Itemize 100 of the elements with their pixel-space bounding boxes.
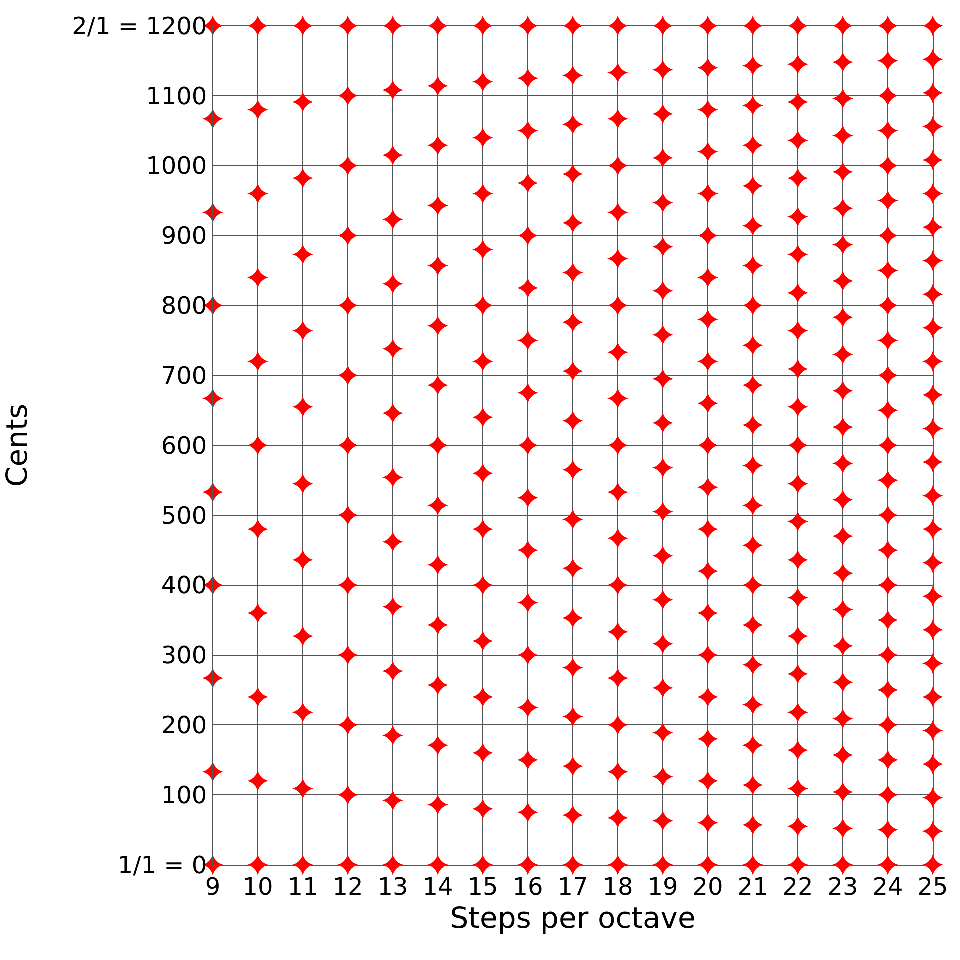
point [832,380,854,402]
point [338,714,358,736]
point [382,660,404,682]
y-tick-label: 400 [161,572,208,600]
point [382,725,404,746]
point [832,270,854,292]
point [472,127,494,148]
point [292,396,314,418]
y-tick-label: 200 [161,712,208,740]
y-tick-label: 300 [161,642,208,670]
point [698,644,718,666]
point [338,225,358,246]
point [518,225,538,246]
point [832,562,854,584]
point [338,574,358,596]
point [652,148,674,169]
point [472,574,494,596]
point [292,702,314,724]
point [878,85,898,106]
point [742,135,764,156]
point [832,708,854,730]
point [878,574,898,596]
point [788,587,808,608]
point [518,592,538,614]
point [608,622,628,643]
point [742,374,764,396]
point [742,534,764,556]
point [518,278,538,299]
y-tick-label: 600 [161,432,208,460]
point [652,501,674,522]
point [382,338,404,360]
point [472,295,494,316]
point [428,614,448,636]
point [428,554,448,576]
point [652,545,674,566]
point [788,778,808,800]
point [832,490,854,511]
x-tick-label: 22 [782,872,814,901]
point [878,365,898,386]
y-tick-label: 100 [161,781,208,810]
point [562,706,584,728]
point [608,62,628,84]
point [698,141,718,162]
point [382,402,404,424]
point [652,280,674,302]
point [652,192,674,214]
point [382,144,404,166]
x-tick-label: 23 [828,872,858,901]
point [698,225,718,246]
point [788,54,808,75]
point [878,470,898,491]
point [608,668,628,689]
x-tick-label: 13 [378,872,408,901]
y-tick-label: 2/1 = 1200 [72,12,208,40]
point [698,770,718,792]
point [698,309,718,330]
x-tick-label: 17 [558,872,588,901]
point [742,614,764,636]
point [652,412,674,434]
point [698,812,718,834]
point [248,770,268,792]
y-tick-label: 900 [161,222,208,250]
point [878,260,898,282]
y-axis-title: Cents [0,404,34,487]
point [652,324,674,346]
point [652,634,674,655]
point [338,85,358,106]
point [292,244,314,266]
point [518,802,538,824]
y-tick-label: 500 [161,502,208,530]
point [248,183,268,204]
point [472,183,494,204]
point [608,714,628,736]
point [698,57,718,78]
point [832,599,854,620]
point [652,457,674,478]
point [562,164,584,185]
point [832,88,854,110]
point [742,215,764,236]
point [472,239,494,260]
point [248,686,268,708]
point [878,750,898,771]
point [878,714,898,736]
point [292,92,314,113]
x-tick-label: 19 [648,872,678,901]
point [788,740,808,761]
point [518,382,538,404]
point [788,550,808,571]
point [338,435,358,456]
point [698,476,718,498]
point [698,686,718,708]
point [788,816,808,838]
point [608,155,628,176]
point [832,672,854,694]
point [292,778,314,800]
point [698,560,718,582]
point [878,610,898,631]
point [788,92,808,113]
point [698,435,718,456]
y-tick-label: 800 [161,292,208,320]
